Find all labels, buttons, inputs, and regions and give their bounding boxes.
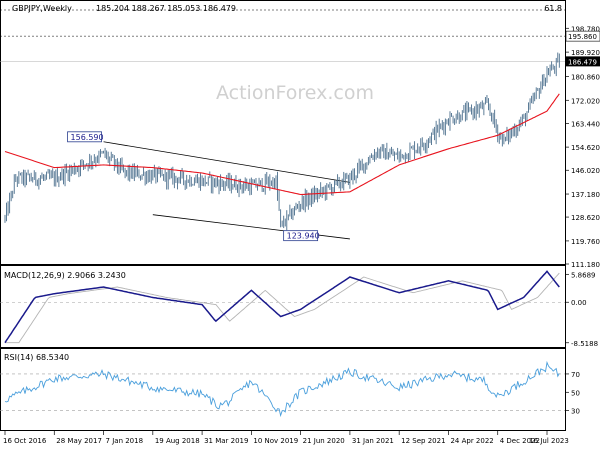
price-tick-label: 137.180 bbox=[571, 191, 600, 199]
price-tick-label: 119.760 bbox=[571, 238, 600, 246]
price-bars bbox=[4, 52, 560, 231]
date-tick-label: 31 Jan 2021 bbox=[352, 437, 394, 445]
price-axis: 198.780 189.920 180.860 172.020 163.440 154.6… bbox=[565, 25, 600, 269]
rsi-label: RSI(14) 68.5340 bbox=[4, 353, 69, 362]
annotation-box bbox=[67, 131, 102, 143]
date-tick-label: 16 Oct 2016 bbox=[3, 437, 47, 445]
ma-line bbox=[4, 93, 560, 196]
date-tick-label: 7 Jan 2018 bbox=[106, 437, 144, 445]
channel-lower-line bbox=[152, 214, 350, 240]
date-tick-label: 31 Mar 2019 bbox=[204, 437, 248, 445]
rsi-panel-border bbox=[0, 348, 566, 431]
macd-signal-line bbox=[5, 272, 560, 344]
date-tick-label: 21 Jun 2020 bbox=[303, 437, 345, 445]
moving-average bbox=[4, 93, 560, 196]
fib-level-label: 61.8 bbox=[544, 4, 562, 13]
price-tick-label: 154.620 bbox=[571, 144, 600, 152]
macd-panel-border bbox=[0, 265, 566, 348]
hline-label-box bbox=[565, 30, 600, 42]
macd-tick-label: 5.8689 bbox=[571, 271, 596, 279]
date-tick-label: 28 May 2017 bbox=[56, 437, 102, 445]
price-tick-label: 111.180 bbox=[571, 261, 600, 269]
macd-panel: 5.8689 0.00 -8.5188 bbox=[0, 270, 598, 348]
date-tick-label: 12 Sep 2021 bbox=[401, 437, 445, 445]
date-tick-label: 16 Jul 2023 bbox=[529, 437, 569, 445]
annotation-label: 156.590 bbox=[71, 133, 104, 142]
price-gridlines bbox=[0, 9, 565, 62]
date-tick-label: 10 Nov 2019 bbox=[253, 437, 298, 445]
chart-title: GBPJPY,Weekly bbox=[12, 4, 72, 13]
price-annotations: 156.590 123.940 bbox=[67, 131, 320, 242]
date-tick-label: 19 Aug 2018 bbox=[155, 437, 200, 445]
rsi-tick-label: 30 bbox=[571, 408, 580, 416]
macd-line bbox=[4, 270, 560, 344]
annotation-box bbox=[283, 230, 319, 242]
current-price-label: 186.479 bbox=[568, 58, 597, 66]
macd-tick-label: -8.5188 bbox=[571, 340, 598, 348]
ohlc-readout: 185.204 188.267 185.053 186.479 bbox=[96, 4, 236, 13]
channel-upper-line bbox=[103, 141, 350, 183]
hline-label: 195.860 bbox=[568, 33, 597, 41]
current-price-box bbox=[566, 56, 600, 67]
price-tick-label: 180.860 bbox=[571, 73, 600, 81]
annotation-label: 123.940 bbox=[287, 232, 320, 241]
watermark: ActionForex.com bbox=[216, 82, 374, 104]
date-tick-label: 24 Apr 2022 bbox=[450, 437, 493, 445]
price-panel-border bbox=[0, 0, 566, 265]
macd-label: MACD(12,26,9) 2.9066 3.2430 bbox=[4, 271, 126, 280]
price-tick-label: 146.020 bbox=[571, 167, 600, 175]
price-tick-label: 163.440 bbox=[571, 120, 600, 128]
rsi-tick-label: 50 bbox=[571, 389, 580, 397]
price-tick-label: 128.620 bbox=[571, 214, 600, 222]
macd-tick-label: 0.00 bbox=[571, 299, 587, 307]
price-tick-label: 198.780 bbox=[571, 25, 600, 33]
rsi-line bbox=[4, 360, 560, 418]
rsi-panel: 70 50 30 bbox=[0, 360, 580, 418]
rsi-tick-label: 70 bbox=[571, 371, 580, 379]
date-tick-label: 4 Dec 2022 bbox=[500, 437, 540, 445]
date-axis: 16 Oct 2016 28 May 2017 7 Jan 2018 19 Aug 2… bbox=[3, 431, 569, 445]
price-tick-label: 172.020 bbox=[571, 97, 600, 105]
price-tick-label: 189.920 bbox=[571, 49, 600, 57]
